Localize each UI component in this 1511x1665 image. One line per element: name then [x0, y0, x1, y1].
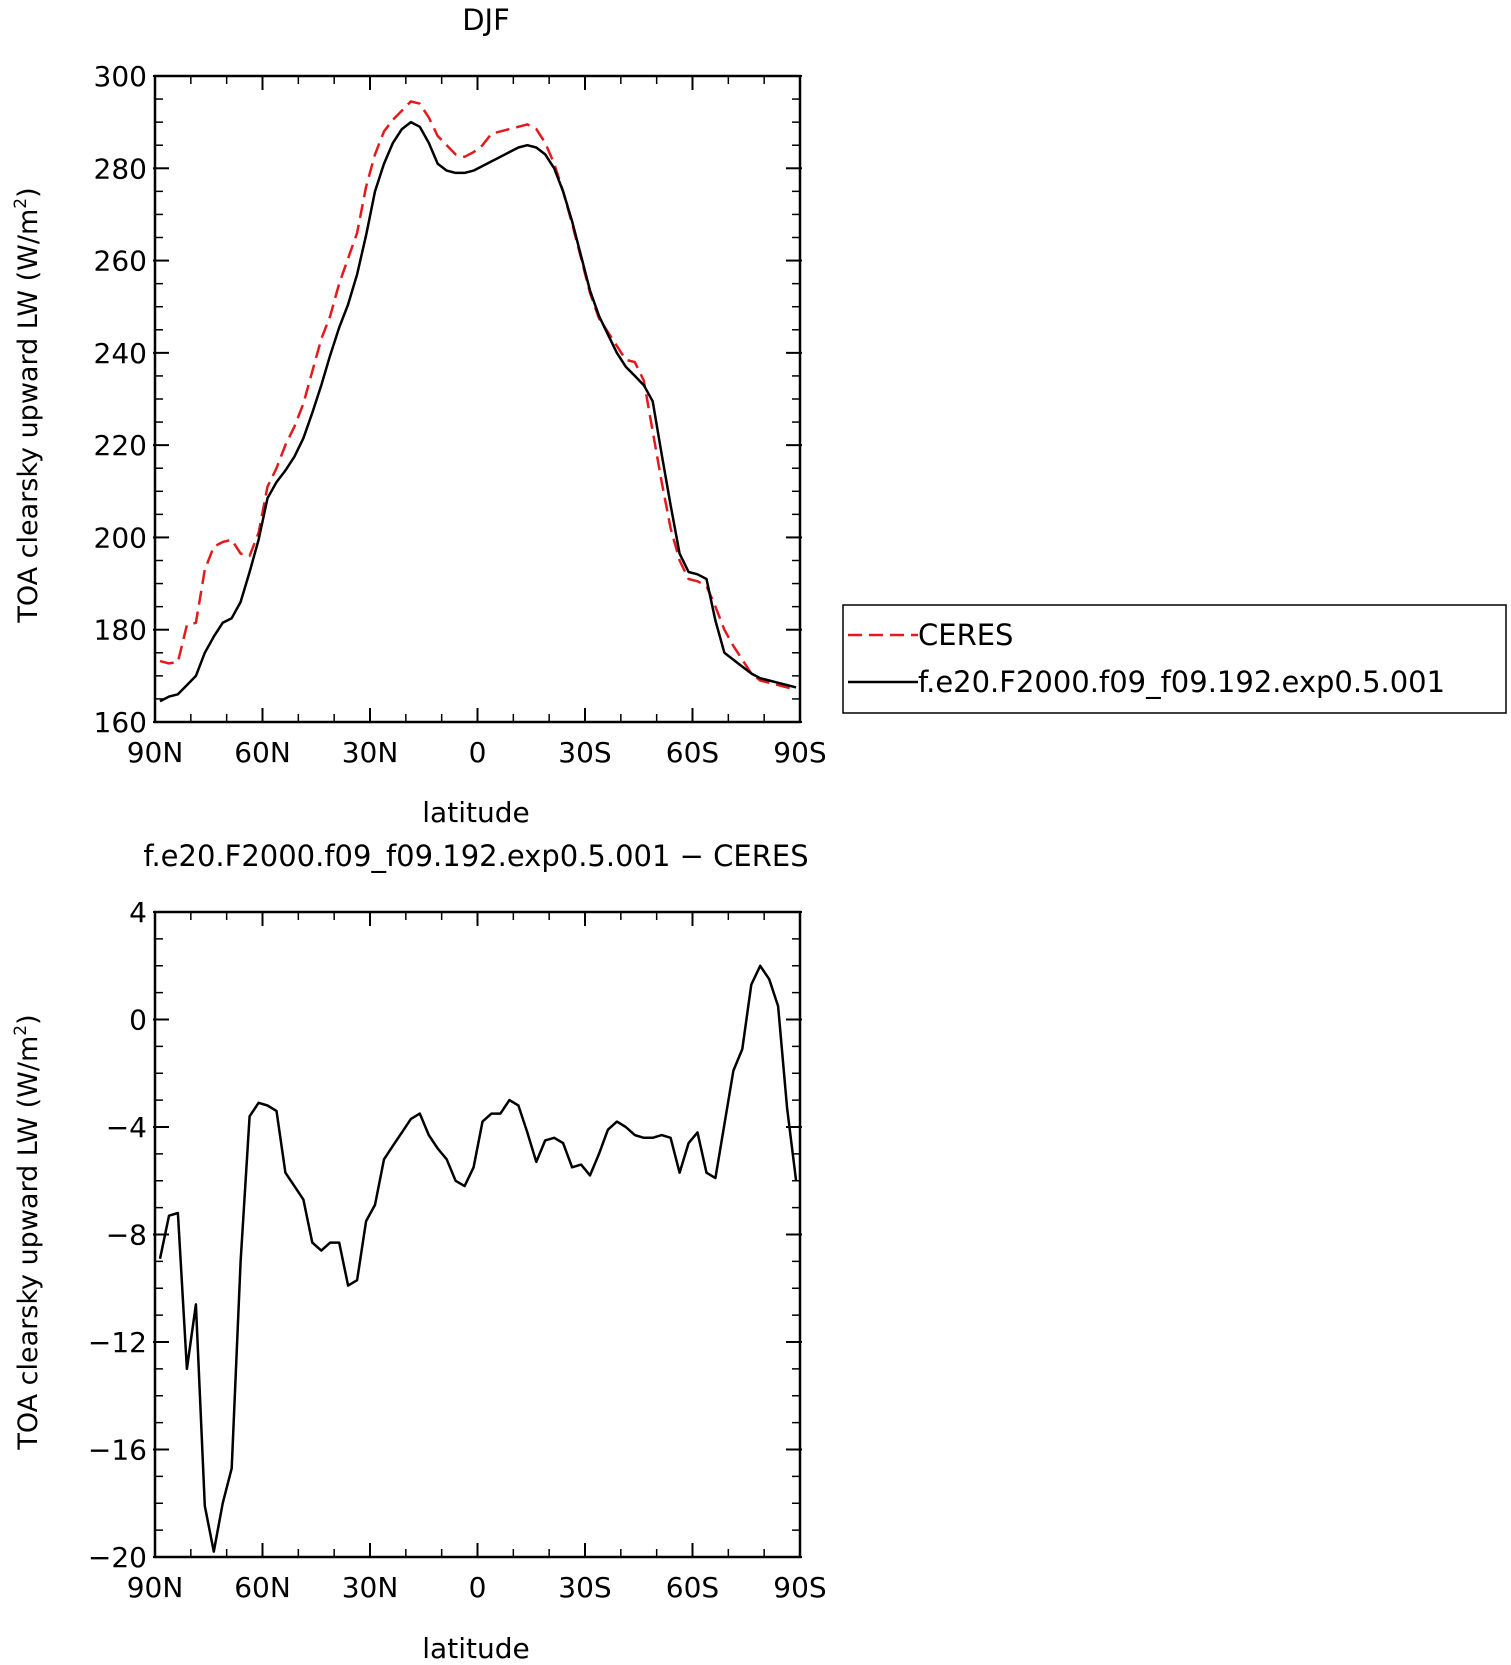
- bottom-x-tick-label: 60S: [666, 1571, 719, 1604]
- top-x-axis-label: latitude: [422, 796, 529, 829]
- top-y-tick-label: 180: [94, 614, 147, 647]
- legend-label-model: f.e20.F2000.f09_f09.192.exp0.5.001: [918, 665, 1445, 699]
- bottom-y-tick-label: −20: [88, 1541, 147, 1574]
- bottom-x-tick-label: 90S: [773, 1571, 826, 1604]
- legend: CERES f.e20.F2000.f09_f09.192.exp0.5.001: [842, 604, 1507, 714]
- bottom-y-tick-label: −16: [88, 1434, 147, 1467]
- top-x-tick-label: 30S: [558, 736, 611, 769]
- bottom-axes-frame: [153, 910, 802, 1559]
- top-y-tick-label: 260: [94, 245, 147, 278]
- top-x-tick-label: 90N: [127, 736, 184, 769]
- top-x-tick-label: 0: [469, 736, 487, 769]
- top-y-tick-label: 200: [94, 521, 147, 554]
- top-chart-title: DJF: [462, 3, 510, 37]
- bottom-panel: f.e20.F2000.f09_f09.192.exp0.5.001 − CER…: [11, 839, 827, 1665]
- bottom-chart-title: f.e20.F2000.f09_f09.192.exp0.5.001 − CER…: [143, 839, 808, 873]
- bottom-x-tick-label: 30S: [558, 1571, 611, 1604]
- top-y-axis-label-main: TOA clearsky upward LW (W/m: [13, 209, 44, 624]
- top-y-axis-label-sup: 2: [11, 198, 31, 209]
- bottom-y-tick-label: −4: [106, 1111, 147, 1144]
- bottom-y-tick-label: −12: [88, 1326, 147, 1359]
- top-x-tick-label: 30N: [342, 736, 399, 769]
- bottom-y-tick-label: 0: [129, 1004, 147, 1037]
- bottom-y-tick-label: 4: [129, 896, 147, 929]
- top-x-tick-label: 60S: [666, 736, 719, 769]
- bottom-y-axis-label-main: TOA clearsky upward LW (W/m: [13, 1036, 44, 1451]
- bottom-x-axis-label: latitude: [422, 1632, 529, 1665]
- legend-box: [842, 604, 1507, 714]
- bottom-x-tick-label: 60N: [234, 1571, 291, 1604]
- bottom-series-diff-line: [158, 964, 798, 1553]
- bottom-y-axis-label-end: ): [13, 1014, 44, 1025]
- top-y-axis-label: TOA clearsky upward LW (W/m2): [11, 187, 44, 623]
- bottom-plot-area: 90N 60N 30N 0 30S 60S 90S −20 −16 −12 −8 −4 0 4: [88, 896, 827, 1604]
- bottom-x-tick-label: 0: [469, 1571, 487, 1604]
- top-y-tick-label: 220: [94, 429, 147, 462]
- top-series-a-line: [159, 100, 797, 691]
- bottom-y-axis-label: TOA clearsky upward LW (W/m2): [11, 1014, 44, 1450]
- bottom-x-tick-label: 90N: [127, 1571, 184, 1604]
- top-x-tick-label: 60N: [234, 736, 291, 769]
- top-y-tick-label: 300: [94, 60, 147, 93]
- top-axes-frame: [153, 74, 802, 724]
- legend-label-ceres: CERES: [918, 618, 1013, 652]
- bottom-y-tick-label: −8: [106, 1219, 147, 1252]
- bottom-x-tick-label: 30N: [342, 1571, 399, 1604]
- top-y-tick-label: 240: [94, 337, 147, 370]
- top-y-tick-label: 280: [94, 152, 147, 185]
- top-series-b-line: [159, 120, 797, 703]
- top-y-tick-label: 160: [94, 706, 147, 739]
- top-x-tick-label: 90S: [773, 736, 826, 769]
- top-panel: DJF 90N 60N 30N 0 30S 60S 90S 160 180 200 220 240 26…: [11, 3, 1507, 829]
- bottom-y-axis-label-sup: 2: [11, 1025, 31, 1036]
- top-plot-area: 90N 60N 30N 0 30S 60S 90S 160 180 200 220 240 260 280…: [94, 60, 827, 769]
- top-y-axis-label-end: ): [13, 187, 44, 198]
